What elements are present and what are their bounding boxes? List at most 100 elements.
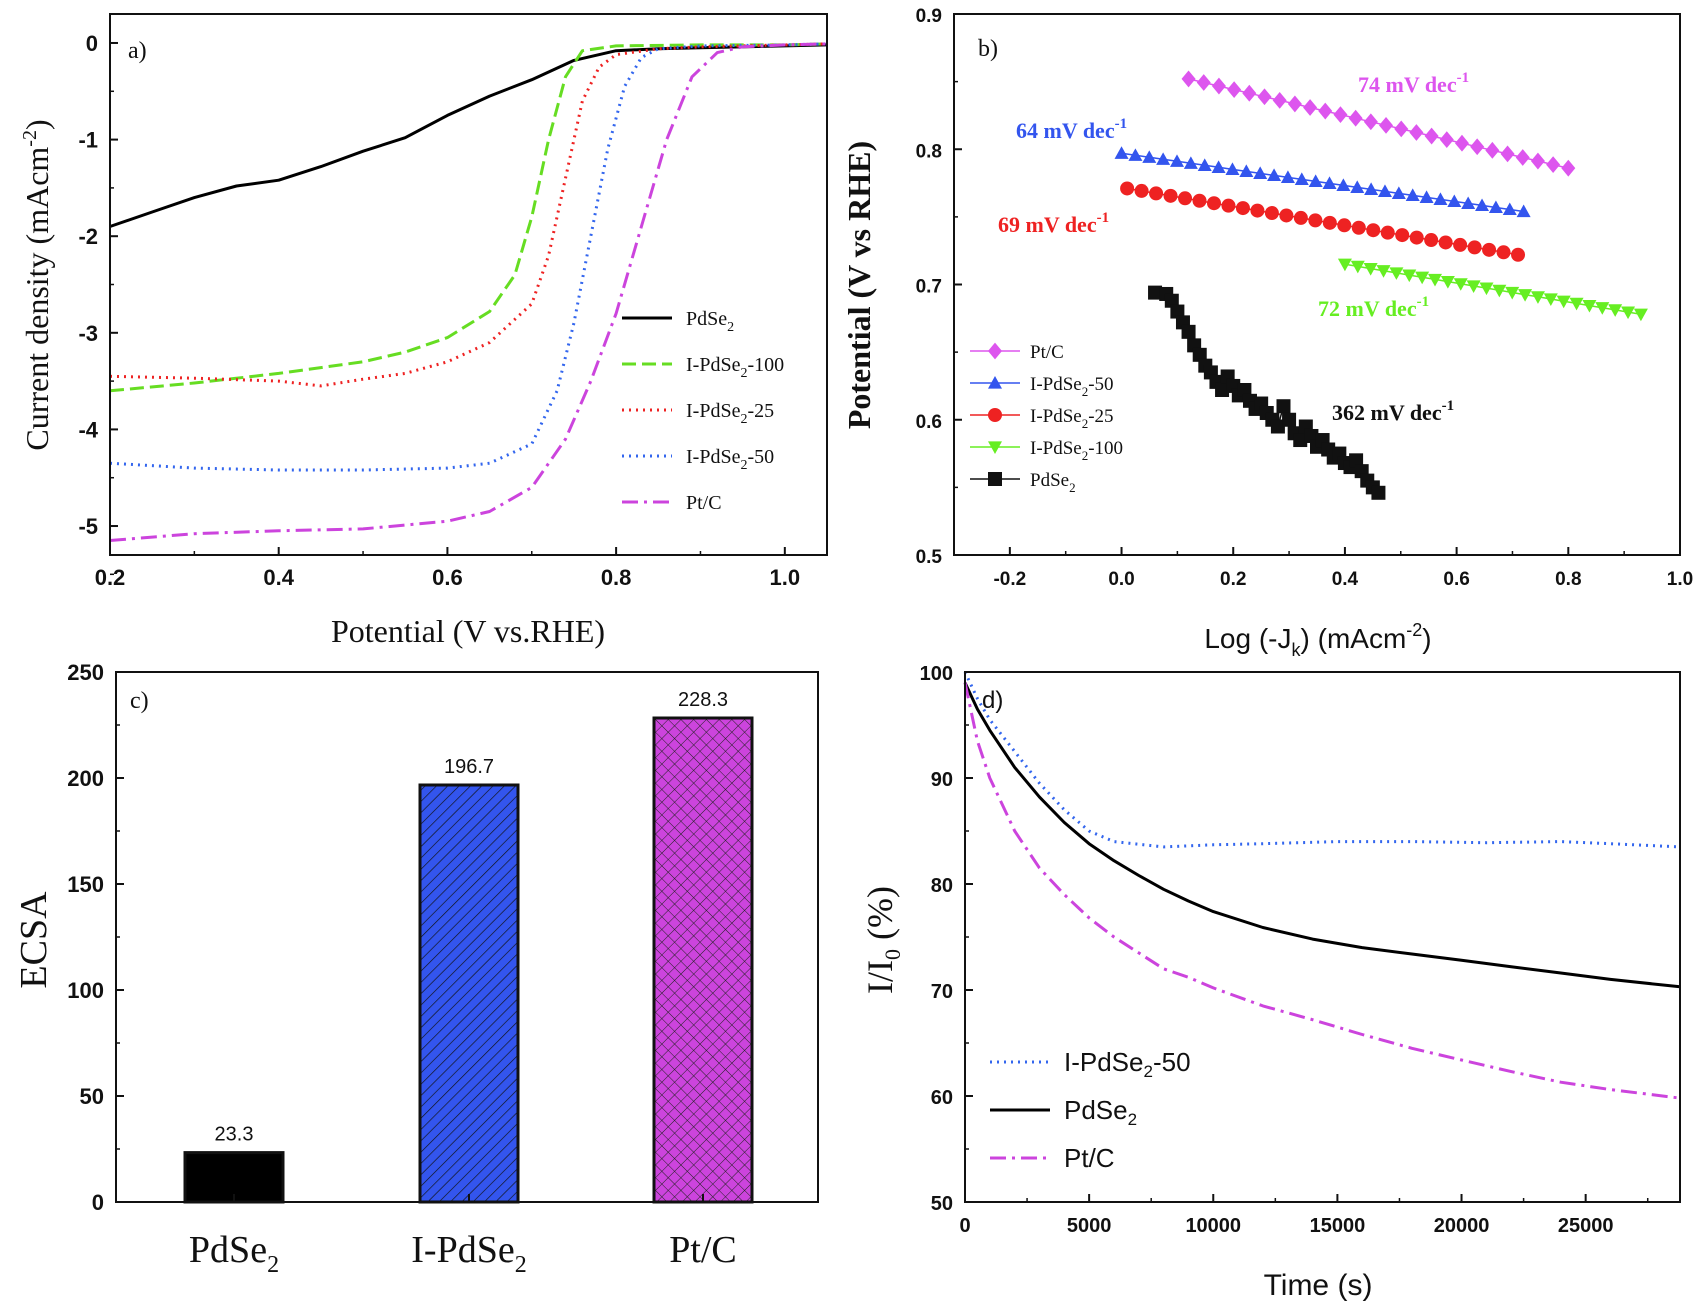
y-tick-label: 0.9 <box>916 6 942 27</box>
panel-b-marker <box>1149 186 1164 201</box>
panel-a-series-line <box>109 42 828 542</box>
panel-c-value-label: 228.3 <box>678 689 728 711</box>
panel-b-marker <box>1530 291 1545 304</box>
panel-b-marker <box>1169 154 1184 167</box>
y-tick-label: -5 <box>78 514 98 539</box>
panel-b-slope-annotation: 74 mV dec-1 <box>1358 70 1469 97</box>
panel-b-marker <box>1500 145 1515 163</box>
panel-b-marker <box>1377 184 1392 198</box>
x-tick-label: 15000 <box>1310 1215 1366 1237</box>
panel-d-label: d) <box>982 687 1003 714</box>
panel-b-marker <box>1409 230 1424 245</box>
y-tick-label: 70 <box>931 981 953 1003</box>
panel-b-slope-annotation: 362 mV dec-1 <box>1332 398 1454 425</box>
panel-b: -0.2 0.0 0.2 0.4 0.6 0.8 1.0 0.5 0.6 0.7 0.8 0.9 b)… <box>841 6 1693 660</box>
panel-d-legend-label: PdSe2 <box>1064 1095 1137 1129</box>
panel-b-marker <box>1447 194 1462 208</box>
panel-a-legend-label: Pt/C <box>686 492 722 514</box>
panel-b-marker <box>988 441 1002 454</box>
panel-b-marker <box>1303 99 1318 116</box>
x-tick-label: 20000 <box>1434 1215 1490 1237</box>
panel-b-marker <box>1181 70 1196 88</box>
panel-b-marker <box>1419 190 1434 204</box>
panel-b-marker <box>1488 200 1503 214</box>
panel-b-legend-label: Pt/C <box>1030 342 1064 363</box>
panel-b-marker <box>1530 152 1545 170</box>
y-tick-label: -3 <box>78 321 98 346</box>
panel-b-marker <box>1270 419 1285 434</box>
panel-b-marker <box>1415 271 1430 285</box>
panel-a-ylabel: Current density (mAcm-2) <box>19 119 55 450</box>
panel-b-marker <box>1181 324 1196 339</box>
panel-b-marker <box>1192 347 1207 362</box>
panel-a-frame <box>109 13 828 556</box>
panel-d-series-line <box>963 681 1681 989</box>
y-tick-label: 80 <box>931 875 953 897</box>
panel-b-marker <box>1235 201 1250 216</box>
panel-b-series-line <box>1126 187 1519 256</box>
panel-b-marker <box>1485 141 1500 159</box>
panel-b-marker <box>1371 485 1386 500</box>
panel-b-marker <box>1453 278 1468 291</box>
panel-b-marker <box>1556 295 1571 309</box>
panel-b-slope-annotation: 69 mV dec-1 <box>998 210 1109 237</box>
panel-b-marker <box>1348 109 1363 127</box>
panel-d-ylabel: I/I0 (%) <box>860 886 905 994</box>
panel-a-series-line <box>109 42 828 388</box>
x-tick-label: 0.0 <box>1108 569 1134 590</box>
panel-a-label: a) <box>128 38 147 64</box>
panel-b-marker <box>1225 162 1240 175</box>
panel-a-series-line <box>109 42 828 393</box>
panel-b-xlabel: Log (-Jk) (mAcm-2) <box>1204 620 1431 660</box>
panel-d-ticks: 0 5000 10000 15000 20000 25000 50 60 70 80 90 100 <box>920 663 1649 1237</box>
panel-b-marker <box>1428 273 1443 287</box>
panel-b-marker <box>1142 150 1157 163</box>
x-tick-label: 0.4 <box>263 565 294 590</box>
panel-b-marker <box>1505 286 1520 300</box>
panel-b-marker <box>1515 149 1530 166</box>
panel-b-marker <box>1433 192 1448 206</box>
panel-b-marker <box>1293 433 1308 448</box>
panel-c-category-label: PdSe2 <box>189 1229 279 1278</box>
panel-b-slope-annotation: 72 mV dec-1 <box>1318 294 1429 321</box>
x-tick-label: 0.2 <box>1220 569 1246 590</box>
panel-b-marker <box>1511 247 1526 262</box>
panel-b-marker <box>1453 237 1468 252</box>
panel-b-marker <box>1197 158 1212 171</box>
panel-b-marker <box>1350 260 1365 274</box>
panel-c-category-label: Pt/C <box>669 1229 737 1271</box>
panel-b-marker <box>1496 245 1511 260</box>
x-tick-label: 5000 <box>1067 1215 1112 1237</box>
panel-b-marker <box>1308 174 1323 187</box>
panel-b-marker <box>1380 225 1395 240</box>
y-tick-label: 100 <box>920 663 953 685</box>
panel-b-marker <box>988 408 1002 422</box>
panel-b-marker <box>1293 210 1308 225</box>
y-tick-label: 0 <box>86 31 98 56</box>
y-tick-label: 60 <box>931 1087 953 1109</box>
x-tick-label: 0.6 <box>1443 569 1469 590</box>
y-tick-label: 50 <box>931 1193 953 1215</box>
panel-b-marker <box>1264 206 1279 221</box>
panel-b-marker <box>1409 124 1424 141</box>
panel-b-marker <box>1351 220 1366 235</box>
panel-b-marker <box>1211 77 1226 95</box>
panel-b-marker <box>1280 170 1295 183</box>
panel-b-marker <box>1466 280 1481 293</box>
panel-b-marker <box>1253 166 1268 179</box>
y-tick-label: 200 <box>67 766 104 791</box>
panel-b-marker <box>1439 131 1454 149</box>
panel-a-series-line <box>109 43 828 228</box>
panel-c-value-label: 196.7 <box>444 756 494 778</box>
x-tick-label: 0.8 <box>1555 569 1581 590</box>
panel-d-series-layer <box>963 671 1681 1100</box>
panel-a-series-line <box>109 42 828 472</box>
panel-b-marker <box>1395 228 1410 243</box>
panel-b-legend-label: I-PdSe2-100 <box>1030 438 1123 463</box>
y-tick-label: 0.8 <box>916 141 942 162</box>
x-tick-label: 0.6 <box>432 565 463 590</box>
y-tick-label: 0.5 <box>916 547 943 568</box>
panel-b-marker <box>1608 304 1623 317</box>
panel-b-slope-annotation: 64 mV dec-1 <box>1016 116 1127 143</box>
panel-b-label: b) <box>978 36 998 62</box>
